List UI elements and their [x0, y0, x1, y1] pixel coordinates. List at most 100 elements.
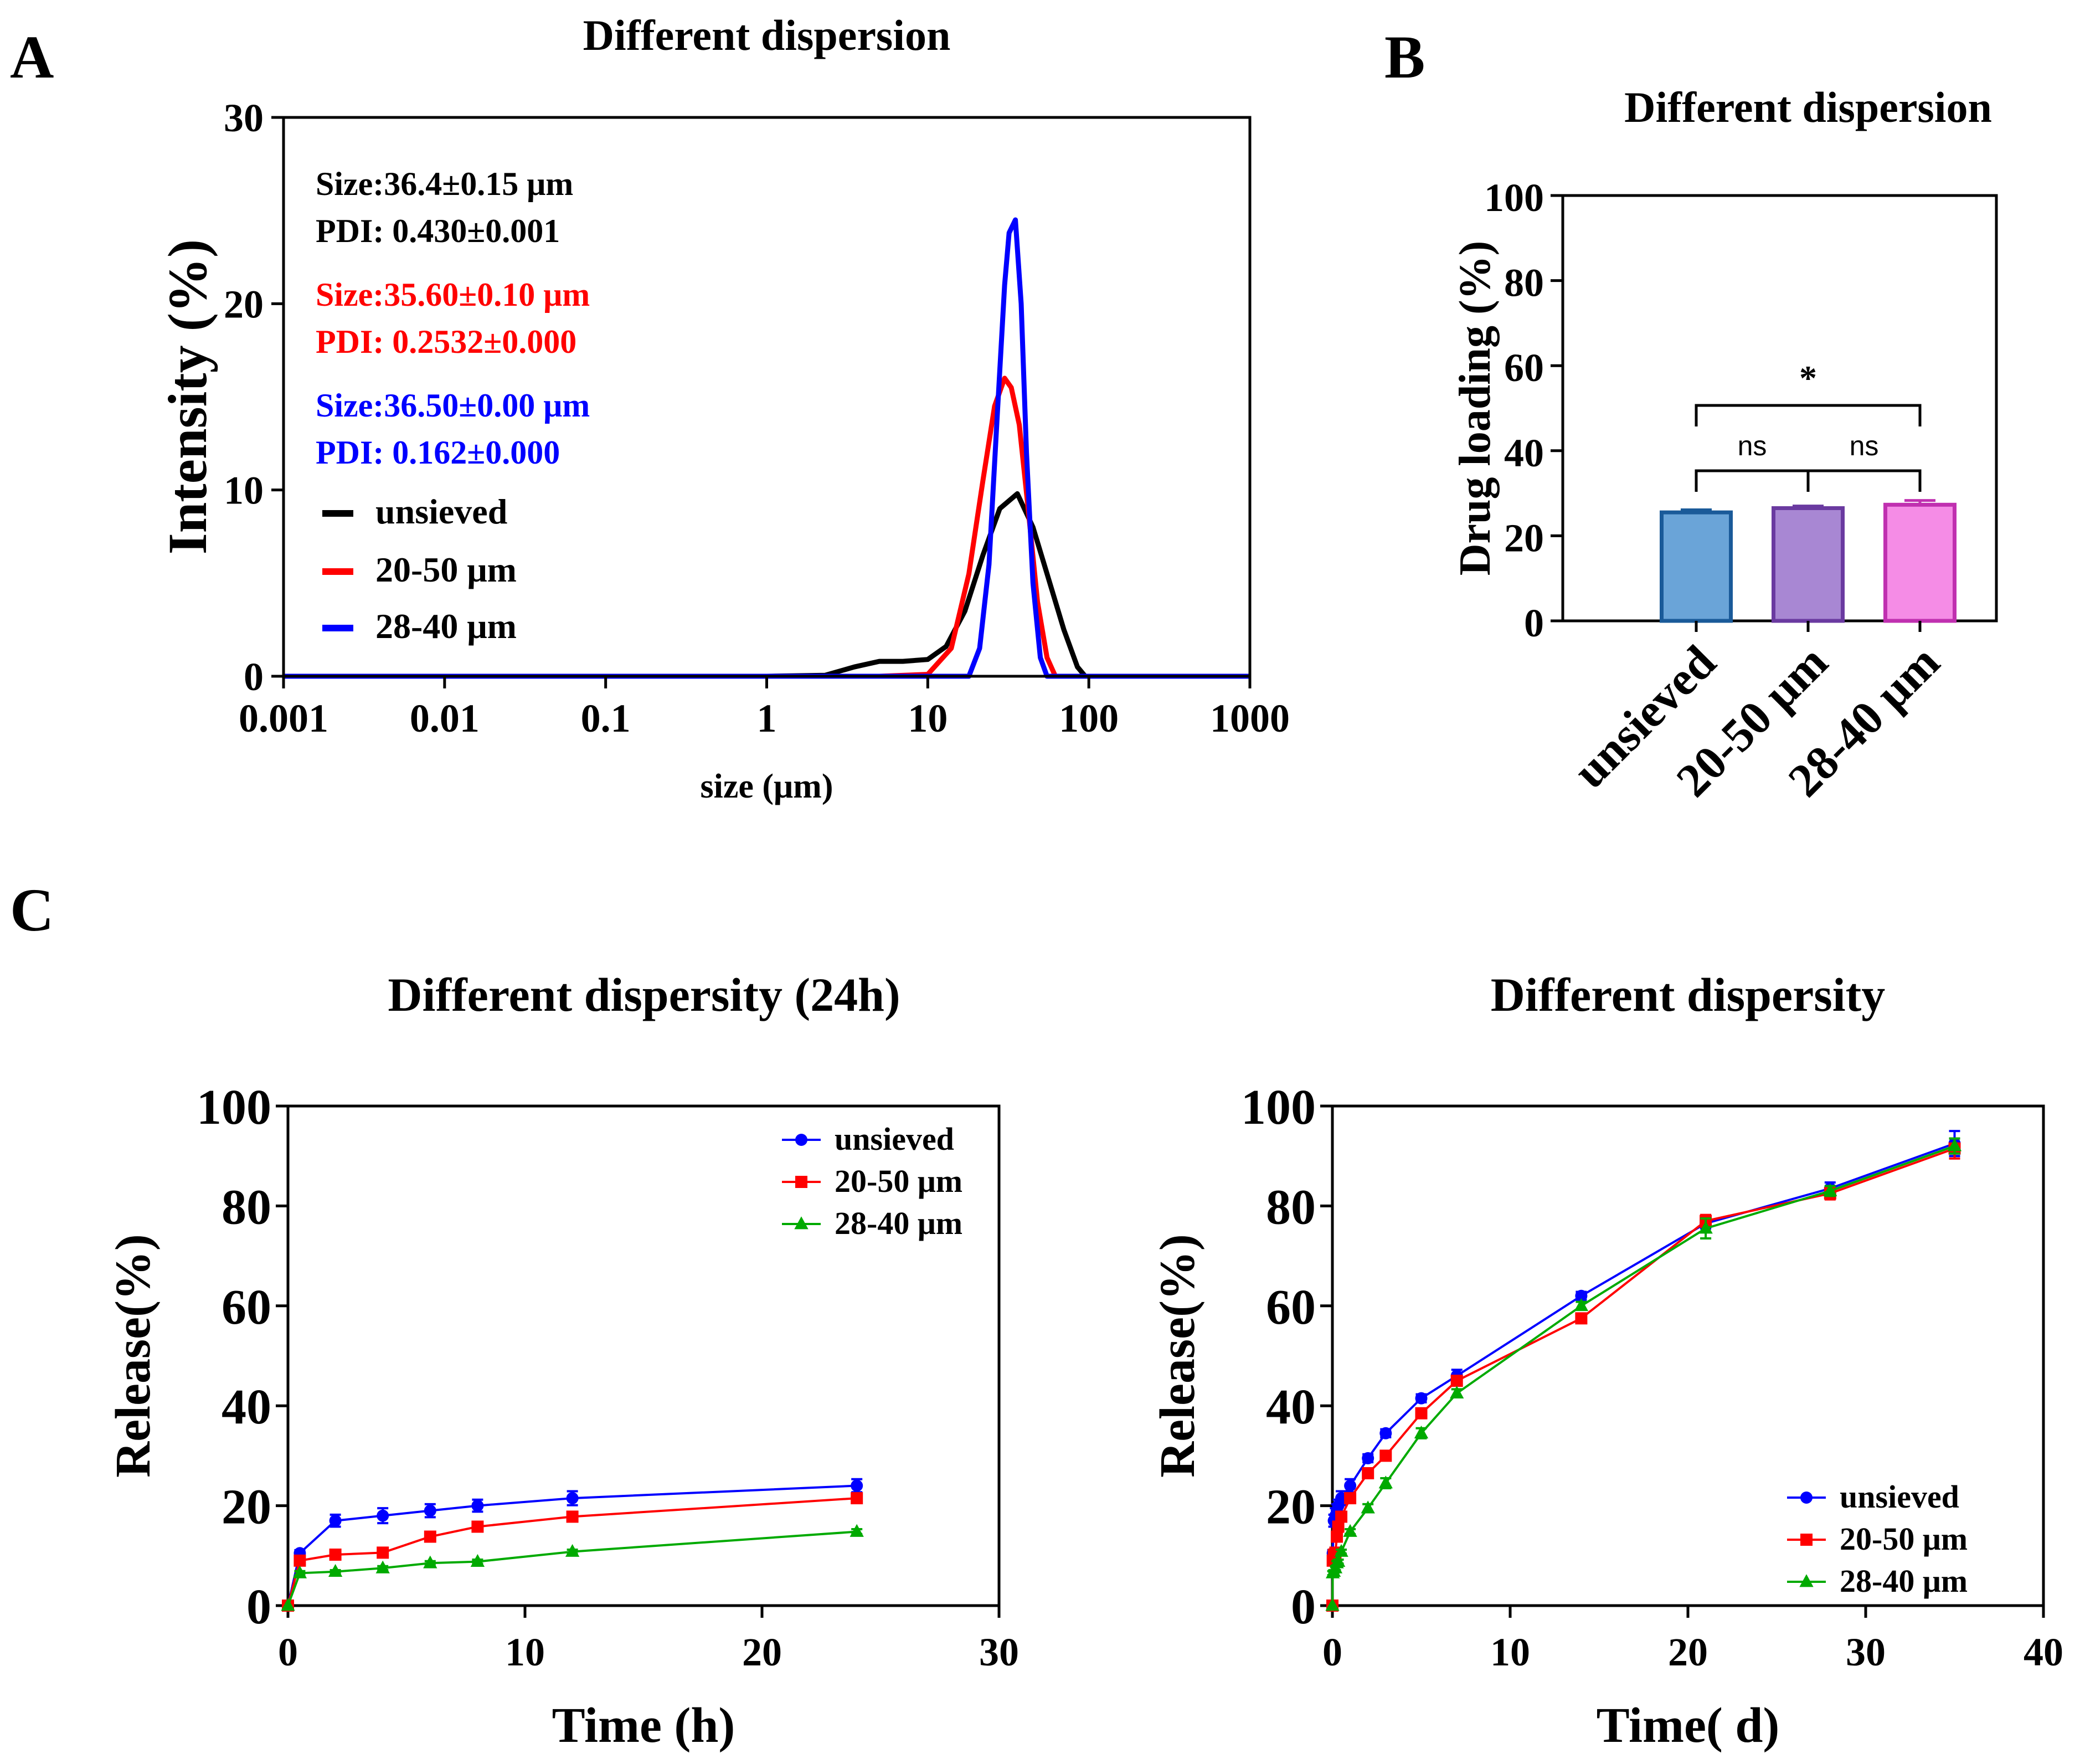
chart-c2-y-tick-label: 80: [1266, 1180, 1316, 1235]
chart-a-x-tick-label: 0.001: [239, 696, 328, 740]
chart-c2-y-tick-label: 40: [1266, 1380, 1316, 1434]
chart-a-y-tick-label: 10: [224, 469, 264, 513]
chart-c1-x-tick-label: 20: [742, 1630, 782, 1674]
chart-a-x-tick-label: 0.1: [581, 696, 631, 740]
chart-c1-y-tick-label: 20: [222, 1480, 271, 1535]
chart-a-x-tick-label: 10: [908, 696, 948, 740]
chart-c2-data-point: [1344, 1492, 1357, 1505]
chart-c2-data-point: [1947, 1138, 1962, 1151]
chart-c1-y-tick-label: 60: [222, 1280, 271, 1335]
chart-a-annotation: Size:35.60±0.10 μm: [316, 276, 590, 313]
chart-c2-data-point: [1575, 1289, 1588, 1302]
chart-c2-y-tick-label: 100: [1241, 1080, 1316, 1135]
chart-c2-title: Different dispersity: [1491, 968, 1886, 1021]
chart-c1-data-point: [329, 1548, 342, 1561]
chart-c1-data-point: [471, 1520, 484, 1533]
chart-c1-legend-swatch-marker: [795, 1176, 807, 1188]
chart-a-series-line-0: [284, 491, 1250, 679]
chart-c2-legend-swatch-marker: [1800, 1492, 1813, 1504]
chart-a-annotation: PDI: 0.2532±0.000: [316, 323, 576, 360]
chart-c1-series-line-2: [287, 1530, 857, 1606]
chart-b-bar: [1883, 502, 1957, 623]
chart-b-bar: [1660, 510, 1733, 623]
chart-c1-data-point: [377, 1509, 389, 1522]
chart-c1-series-line-0: [287, 1484, 857, 1606]
chart-c2-data-point: [1335, 1510, 1348, 1523]
chart-c2-data-point: [1344, 1479, 1357, 1492]
chart-c2-data-point: [1450, 1375, 1463, 1387]
chart-b-title: Different dispersion: [1624, 83, 1992, 131]
chart-c1-data-point: [566, 1492, 579, 1505]
chart-a-title: Different dispersion: [583, 11, 951, 59]
chart-a-annotation: PDI: 0.430±0.001: [316, 213, 560, 249]
chart-c2-data-point: [1361, 1500, 1375, 1514]
chart-c2-data-point: [1362, 1467, 1374, 1479]
chart-c2-data-point: [1379, 1427, 1392, 1439]
chart-a-series-line-2: [284, 217, 1250, 679]
chart-a-annotation: Size:36.50±0.00 μm: [316, 387, 590, 424]
chart-b-significance-label: ns: [1850, 430, 1879, 461]
chart-c1-legend-label: 20-50 μm: [835, 1163, 962, 1199]
chart-b-y-tick-label: 0: [1524, 601, 1544, 645]
chart-c2-data-point: [1331, 1530, 1343, 1543]
chart-c1-release-24h: Different dispersity (24h) 0 10 20 30 0 20 40 60…: [106, 968, 1019, 1753]
chart-b-y-tick-label: 20: [1504, 516, 1544, 560]
chart-b-y-axis-label: Drug loading (%): [1451, 241, 1500, 576]
chart-c2-legend-label: unsieved: [1840, 1479, 1959, 1515]
chart-c2-data-point: [1331, 1554, 1346, 1567]
chart-c1-title: Different dispersity (24h): [388, 968, 900, 1021]
chart-c1-data-point: [470, 1554, 485, 1567]
panel-label-a: A: [10, 23, 54, 91]
panel-label-b: B: [1384, 23, 1425, 91]
chart-c1-legend-swatch-marker: [795, 1134, 807, 1146]
chart-c2-legend-swatch-marker: [1799, 1574, 1814, 1587]
chart-c1-y-axis-label: Release(%): [106, 1234, 161, 1478]
chart-c1-data-point: [849, 1524, 864, 1537]
chart-c2-release-days: Different dispersity 0 10 20 30 40 0 20 40 60 80 10…: [1150, 968, 2063, 1753]
chart-c1-legend-label: 28-40 μm: [835, 1205, 962, 1241]
chart-c1-data-point: [851, 1492, 863, 1505]
chart-c2-data-point: [1325, 1598, 1340, 1611]
chart-b-y-tick-label: 40: [1504, 431, 1544, 475]
chart-c2-data-point: [1379, 1449, 1392, 1462]
chart-c1-data-point: [281, 1598, 295, 1611]
chart-b-significance-bracket: [1806, 469, 1922, 492]
panel-label-c: C: [10, 876, 54, 944]
chart-b-bar: [1772, 506, 1845, 623]
chart-c1-x-tick-label: 30: [979, 1630, 1019, 1674]
chart-c1-data-point: [851, 1479, 863, 1492]
chart-a-y-tick-label: 30: [224, 96, 264, 140]
chart-c2-data-point: [1343, 1524, 1357, 1537]
chart-c1-plot-frame: [286, 1104, 1001, 1607]
chart-c2-data-point: [1378, 1475, 1393, 1489]
chart-c2-data-point: [1575, 1312, 1588, 1325]
chart-c1-x-axis-label: Time (h): [552, 1698, 735, 1753]
chart-c2-x-tick-label: 40: [2024, 1630, 2063, 1674]
chart-b-y-tick-label: 60: [1504, 346, 1544, 390]
chart-c1-y-tick-label: 80: [222, 1180, 271, 1235]
chart-c2-y-axis-label: Release(%): [1150, 1234, 1205, 1478]
chart-c1-data-point: [565, 1544, 580, 1557]
chart-c2-x-tick-label: 30: [1846, 1630, 1886, 1674]
chart-a-x-tick-label: 0.01: [410, 696, 480, 740]
chart-a-annotation: Size:36.4±0.15 μm: [316, 166, 573, 202]
chart-c2-data-point: [1334, 1544, 1348, 1557]
chart-c2-data-point: [1415, 1392, 1428, 1405]
chart-c2-x-tick-label: 20: [1668, 1630, 1708, 1674]
chart-b-significance-bracket: [1695, 404, 1922, 426]
chart-c2-y-tick-label: 0: [1291, 1580, 1316, 1634]
chart-c2-x-axis-label: Time( d): [1597, 1698, 1780, 1753]
chart-c2-legend-swatch-marker: [1800, 1534, 1813, 1546]
chart-a-x-tick-label: 1000: [1210, 696, 1290, 740]
chart-c1-data-point: [294, 1554, 306, 1567]
chart-c1-x-tick-label: 0: [278, 1630, 298, 1674]
chart-c1-y-tick-label: 100: [197, 1080, 271, 1135]
chart-b-significance-label: ns: [1738, 430, 1767, 461]
chart-c1-data-point: [328, 1564, 343, 1577]
chart-a-legend-label: 20-50 μm: [375, 550, 517, 589]
chart-c2-data-point: [1574, 1298, 1589, 1312]
chart-c1-data-point: [292, 1565, 307, 1578]
chart-c2-legend-label: 20-50 μm: [1840, 1521, 1968, 1557]
